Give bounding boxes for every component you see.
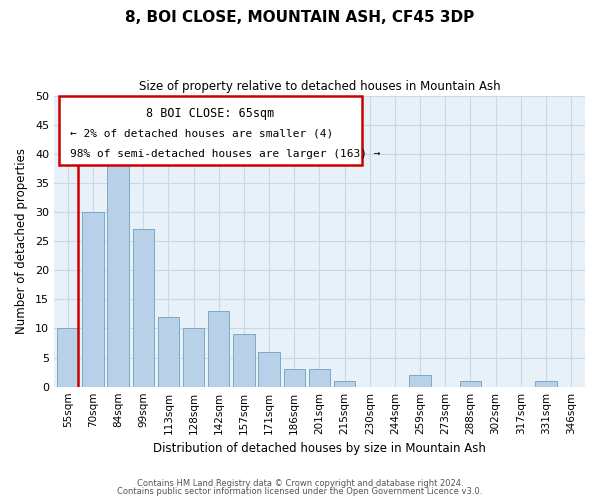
Title: Size of property relative to detached houses in Mountain Ash: Size of property relative to detached ho… — [139, 80, 500, 93]
Bar — [57, 328, 79, 386]
Bar — [208, 311, 229, 386]
Bar — [233, 334, 254, 386]
Text: 8, BOI CLOSE, MOUNTAIN ASH, CF45 3DP: 8, BOI CLOSE, MOUNTAIN ASH, CF45 3DP — [125, 10, 475, 25]
Bar — [259, 352, 280, 386]
Bar — [409, 375, 431, 386]
X-axis label: Distribution of detached houses by size in Mountain Ash: Distribution of detached houses by size … — [153, 442, 486, 455]
Y-axis label: Number of detached properties: Number of detached properties — [15, 148, 28, 334]
Text: Contains HM Land Registry data © Crown copyright and database right 2024.: Contains HM Land Registry data © Crown c… — [137, 478, 463, 488]
Bar — [460, 381, 481, 386]
Bar — [133, 230, 154, 386]
FancyBboxPatch shape — [59, 96, 362, 166]
Bar — [158, 317, 179, 386]
Text: ← 2% of detached houses are smaller (4): ← 2% of detached houses are smaller (4) — [70, 128, 333, 138]
Bar — [309, 369, 330, 386]
Text: 98% of semi-detached houses are larger (163) →: 98% of semi-detached houses are larger (… — [70, 149, 380, 159]
Bar — [183, 328, 205, 386]
Bar — [107, 160, 129, 386]
Bar — [535, 381, 557, 386]
Text: 8 BOI CLOSE: 65sqm: 8 BOI CLOSE: 65sqm — [146, 107, 275, 120]
Bar — [82, 212, 104, 386]
Bar — [284, 369, 305, 386]
Text: Contains public sector information licensed under the Open Government Licence v3: Contains public sector information licen… — [118, 487, 482, 496]
Bar — [334, 381, 355, 386]
